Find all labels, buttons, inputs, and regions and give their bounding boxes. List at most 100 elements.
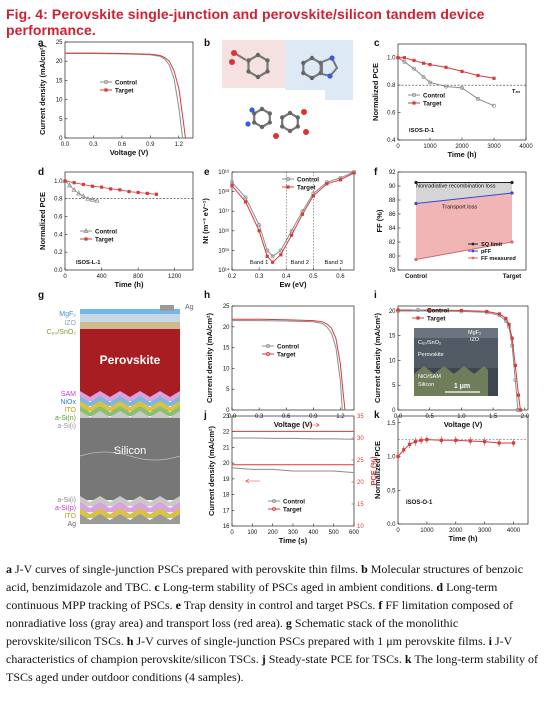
t80-label: T₈₀ [512,89,521,95]
control-marker [444,84,448,89]
nitrogen-atom [249,107,255,113]
nitrogen-atom [329,55,335,61]
layer-ito [80,401,180,411]
y-tick-label: 5 [392,383,396,389]
y2-axis-label: PCE (%) [369,456,378,486]
caption-letter: e [175,598,181,612]
plot-frame [231,305,355,411]
layer-c60-sno2 [80,322,180,329]
legend-label: FF measured [481,256,516,262]
series-marker [510,180,514,185]
plot-frame [397,171,527,271]
y-tick-label: 5 [226,387,230,393]
legend-label: Control [423,92,445,99]
band-label: Band 2 [291,260,309,266]
x-tick-label: 2000 [449,528,463,534]
panel-letter-d: d [38,167,44,178]
layer-label: a-Si(i) [57,497,76,504]
y-tick-label: 1.5 [387,421,396,427]
target-marker [485,309,489,314]
y-tick-label: 20 [223,325,230,331]
y-tick-label: 10¹⁴ [218,267,230,274]
transport-label: Transport loss [442,204,477,210]
target-curve [231,172,355,263]
x-tick-label: 1000 [420,528,434,534]
legend-label: Target [115,87,133,94]
y-axis-label: Normalized PCE [373,441,382,499]
carbon-atom [265,58,270,63]
target-marker [63,179,67,183]
caption-text: Steady-state PCE for TSCs. [265,652,405,666]
target-marker [271,260,275,264]
carbon-atom [267,120,272,125]
layer-label: IZO [64,320,76,327]
caption-text: Schematic stack of the monolithic perovs… [6,616,459,648]
y-tick-label: 82 [389,240,396,246]
panel-e: 0.2 0.3 0.4 0.5 0.6 10¹⁴ 10¹⁵ 10¹⁶ 10¹⁷ 10¹⁸ 10¹⁹ E… [201,169,356,289]
x-tick-label: Target [503,273,521,280]
x-axis-label: Time (h) [114,280,144,289]
x-tick-label: 800 [133,274,144,280]
carbon-atom [259,124,265,130]
legend-marker [412,101,416,105]
carbon-atom [309,55,315,61]
x-tick-label: 4000 [519,144,533,150]
target-marker [422,61,426,65]
caption-text: FF limitation composed of nonradiative l… [6,598,514,630]
layer-izo [80,314,180,322]
y-tick-label: 0.5 [387,488,396,494]
y-axis-label: Current density (mA/cm²) [207,425,216,516]
panel-letter-k: k [374,410,380,421]
target-marker [510,336,514,340]
sem-label-c60-sno2: C₆₀/SnO₂ [418,340,441,346]
legend-marker [84,237,88,241]
target-marker [81,182,85,187]
target-marker [492,76,496,80]
caption-text: Molecular structures of benzoic acid, be… [6,562,524,594]
control-marker [460,85,464,90]
target-marker [459,308,464,313]
control-marker [85,195,91,201]
legend-label: Control [427,307,449,314]
x-tick-label: 0.3 [255,414,264,420]
perovskite-label: Perovskite [100,353,161,367]
target-marker [444,65,448,69]
target-marker [300,212,305,216]
sem-perovskite [414,338,498,368]
control-current-curve [231,467,355,474]
panel-letter-c: c [374,38,380,49]
x-tick-label: 0.9 [309,414,318,420]
layer-mgf2 [80,309,180,314]
ag-contact [160,305,174,311]
legend-label: Target [277,351,295,358]
layer-ito-bottom [80,508,180,518]
control-marker [230,180,234,185]
panel-k: 0 1000 2000 3000 4000 0.0 0.5 1.0 1.5 Time (h) Nor… [373,415,529,543]
target-marker [290,233,294,237]
legend-marker [416,316,420,320]
carbon-atom [265,69,270,74]
y-tick-label: 18 [223,493,230,499]
series-marker [414,180,418,185]
panel-b [222,40,353,142]
control-marker [428,80,432,85]
plot-frame [397,305,529,411]
panel-c: 0 1000 2000 3000 4000 0.4 0.6 0.8 1.0 Time (h) Nor… [371,43,533,159]
legend-label: Control [297,176,319,183]
y-tick-label: 17 [223,508,230,514]
x-tick-label: 0.5 [309,274,318,280]
y2-tick-label: 15 [357,502,364,508]
y-tick-label: 0.8 [387,83,396,89]
layer-label: a-Si(p) [55,505,76,512]
x-tick-label: 1000 [423,144,437,150]
y-tick-label: 0 [59,136,63,142]
x-axis-label: Ew (eV) [279,280,307,289]
plot-frame [64,171,194,271]
carbon-atom [259,106,265,112]
molecule-bg-tbc [235,90,325,142]
oxygen-atom [301,109,307,115]
legend-marker [272,499,276,503]
y-tick-label: 0 [226,408,230,414]
caption-letter: h [126,634,134,648]
caption-letter: g [285,616,292,630]
